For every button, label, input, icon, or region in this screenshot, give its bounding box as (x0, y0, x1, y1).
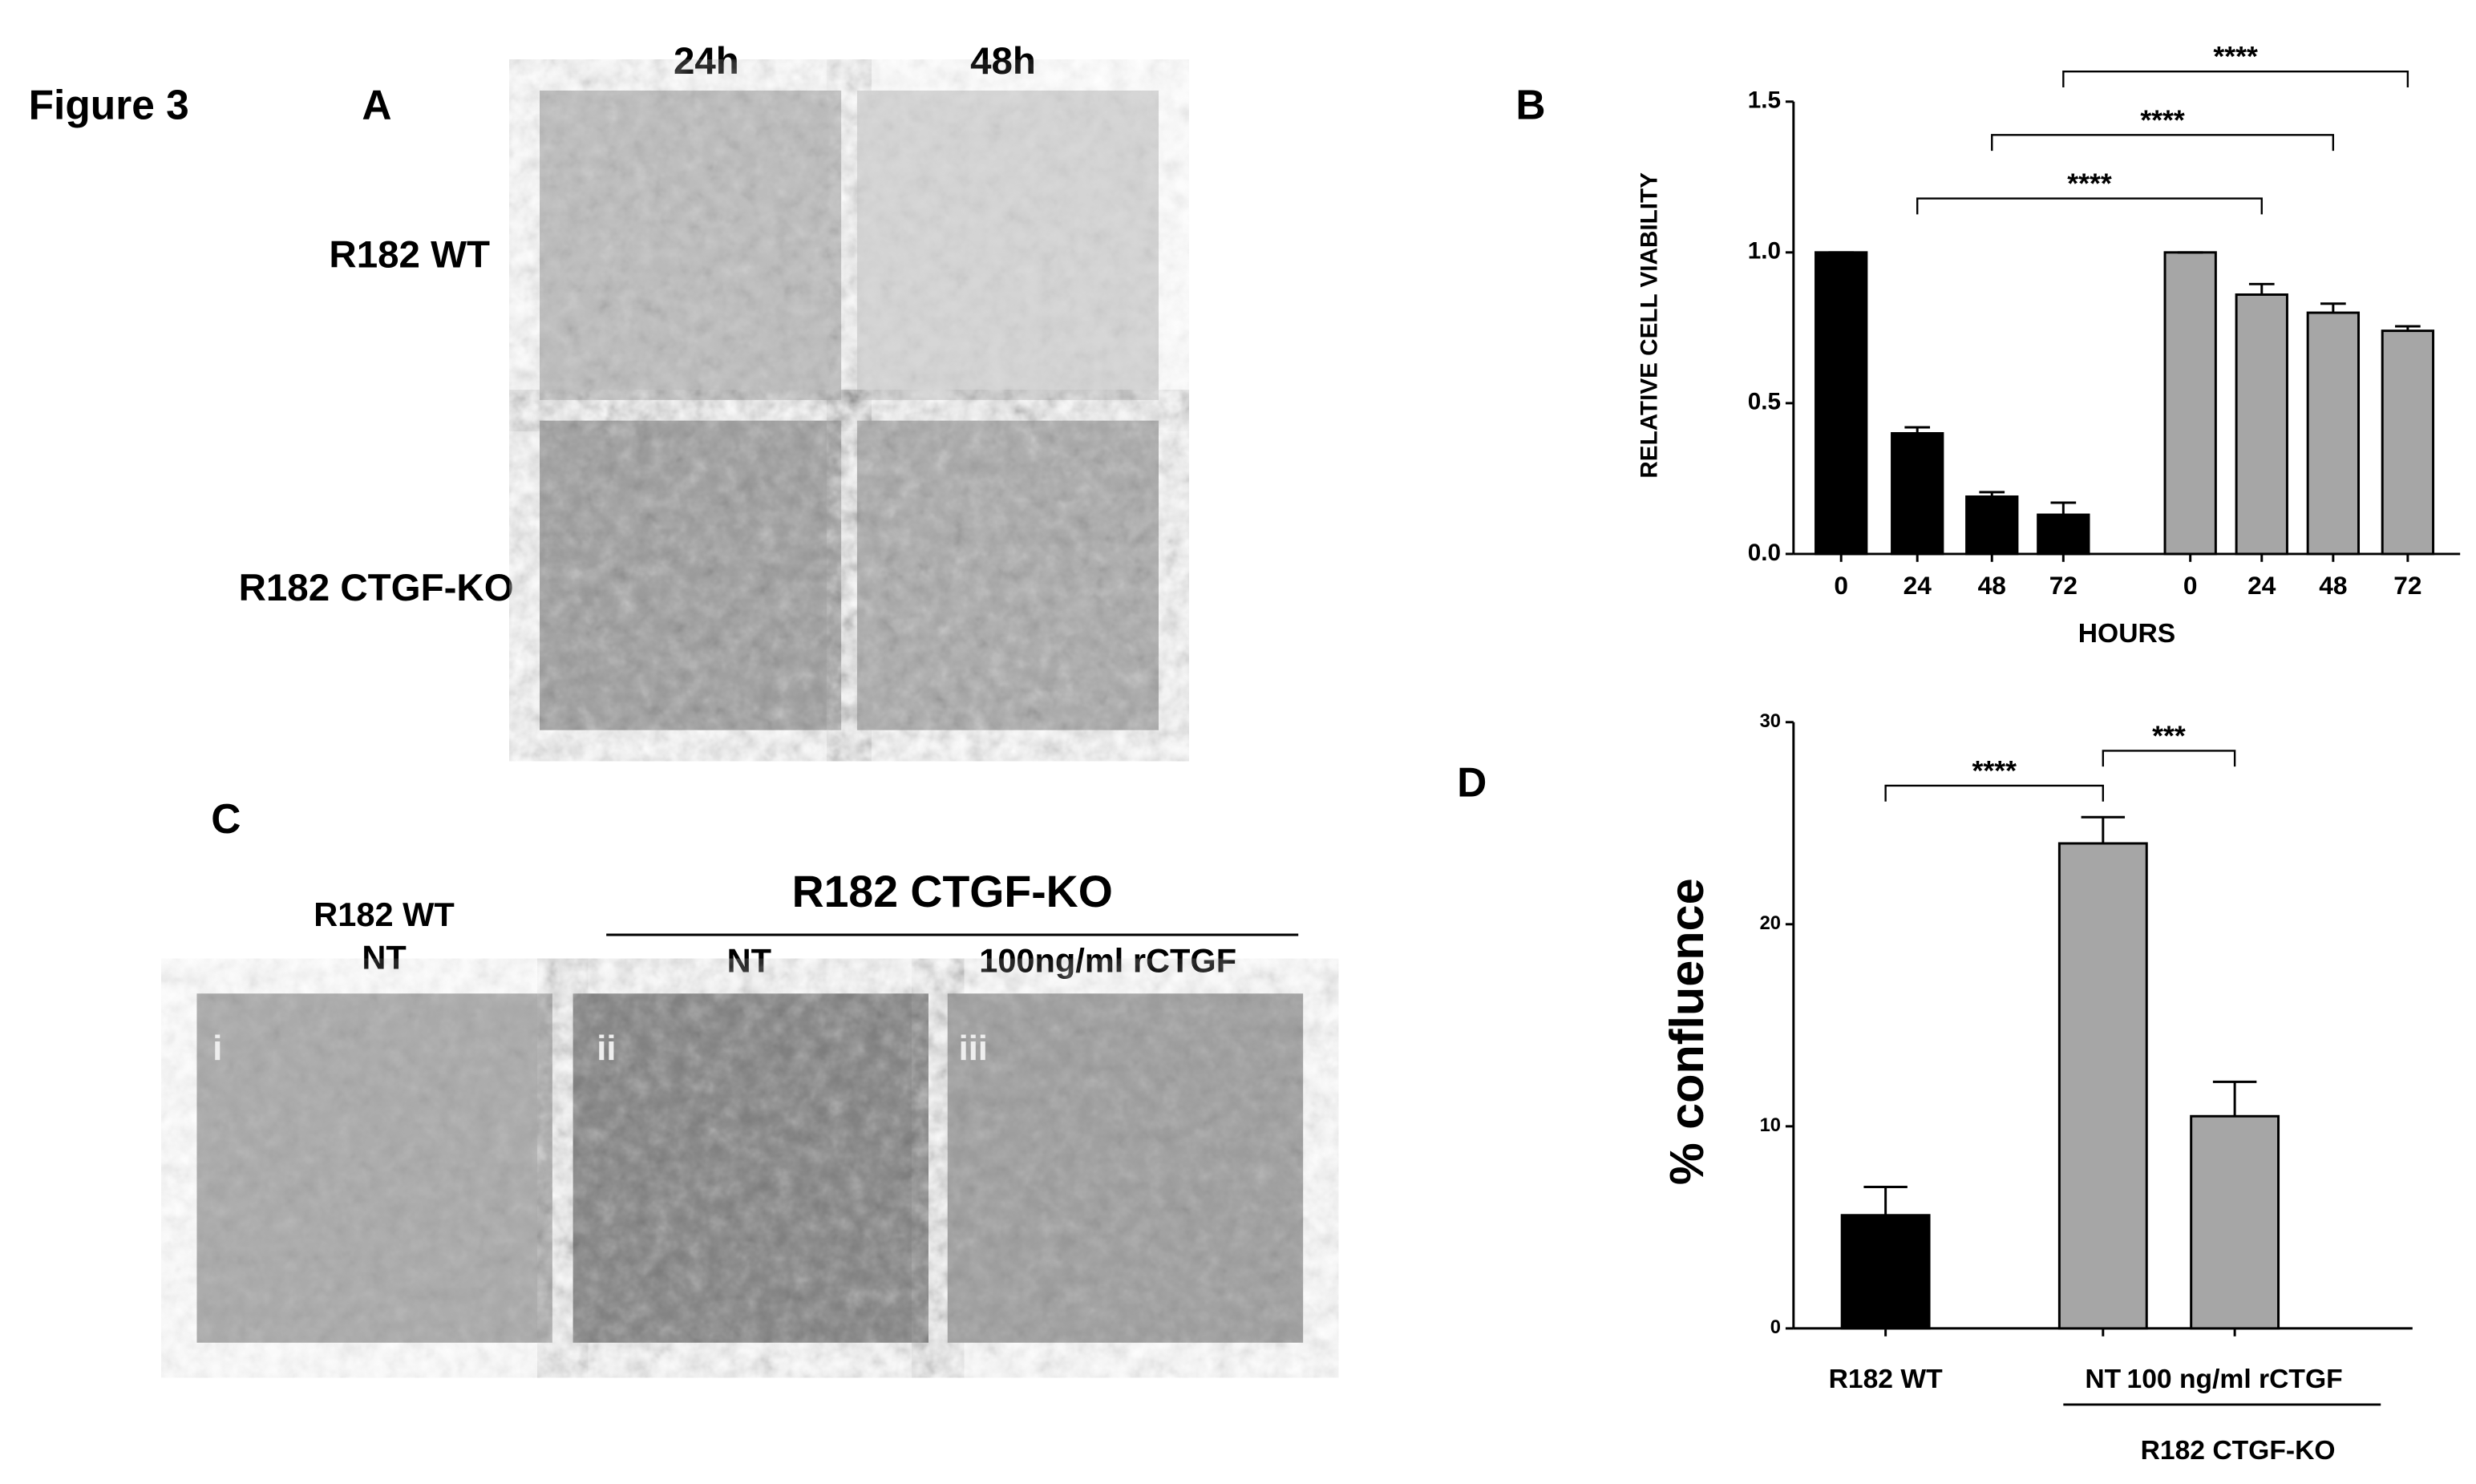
x-tick-label: 24 (2247, 571, 2276, 600)
significance-bracket (1884, 784, 2105, 802)
significance-bracket (2062, 70, 2409, 87)
bar (2057, 842, 2148, 1330)
micrograph-texture (572, 993, 928, 1343)
bar (1840, 1214, 1931, 1330)
group-label: R182 CTGF-KO (2141, 1436, 2336, 1466)
row-label: R182 WT (329, 233, 490, 276)
micrographs-c (196, 993, 1304, 1343)
error-bar (2212, 1080, 2257, 1117)
micrograph-texture (856, 420, 1159, 730)
error-bar (1863, 1185, 1908, 1215)
y-axis-label: % confluence (1660, 878, 1713, 1185)
significance-bracket (1991, 134, 2335, 152)
y-tick-label: 30 (1760, 710, 1781, 732)
x-tick-label: NT (2085, 1365, 2121, 1394)
y-tick-label: 0.0 (1748, 540, 1781, 566)
row-label: R182 CTGF-KO (239, 567, 514, 609)
x-tick-label: 0 (1834, 571, 1848, 600)
error-bar (1904, 426, 1931, 434)
micrograph-texture (947, 993, 1304, 1343)
bar (2190, 1114, 2280, 1330)
column-label: NT (362, 939, 406, 977)
error-bar (2050, 501, 2077, 516)
micrograph-texture (540, 90, 842, 400)
x-tick-label: 72 (2393, 571, 2421, 600)
bar (1815, 251, 1868, 556)
bar (2235, 293, 2288, 556)
bar (2163, 251, 2217, 556)
significance-label: **** (2213, 41, 2258, 73)
bar (2037, 513, 2090, 556)
x-tick-label: 48 (1978, 571, 2006, 600)
group-label: R182 CTGF-KO (792, 867, 1113, 916)
y-tick-label: 1.5 (1748, 87, 1781, 114)
error-bar (2248, 282, 2275, 295)
x-tick-label: 0 (2183, 571, 2198, 600)
significance-label: **** (2140, 104, 2185, 136)
significance-label: **** (2067, 168, 2112, 200)
y-axis-label: RELATIVE CELL VIABILITY (1637, 172, 1663, 479)
error-bar (2081, 815, 2126, 843)
x-axis-label: HOURS (2078, 619, 2176, 649)
significance-label: *** (2152, 720, 2186, 752)
bar (1965, 495, 2019, 556)
x-tick-label: R182 WT (1829, 1365, 1944, 1394)
column-label: 48h (970, 40, 1036, 83)
micrograph-texture (540, 420, 842, 730)
panel-letter: A (362, 81, 391, 127)
column-label: 24h (674, 40, 739, 83)
y-tick-label: 1.0 (1748, 238, 1781, 265)
error-bar (1979, 491, 2005, 497)
error-bar (2320, 302, 2346, 313)
x-tick-label: 24 (1904, 571, 1932, 600)
micrograph-texture (196, 993, 552, 1343)
bar (1891, 432, 1944, 556)
column-label: NT (727, 942, 771, 980)
image-label: i (212, 1029, 222, 1068)
significance-bracket (2102, 750, 2236, 767)
x-tick-label: 48 (2319, 571, 2347, 600)
significance-label: **** (1972, 755, 2017, 787)
significance-bracket (1916, 197, 2263, 215)
column-label: R182 WT (314, 896, 454, 933)
panel-letter: D (1457, 759, 1487, 806)
x-tick-label: 72 (2049, 571, 2077, 600)
bar (2381, 330, 2435, 556)
image-label: ii (597, 1029, 616, 1068)
micrograph-texture (856, 90, 1159, 400)
y-tick-label: 20 (1760, 912, 1781, 934)
panel-letter: C (211, 795, 241, 842)
column-label: 100ng/ml rCTGF (979, 942, 1236, 980)
error-bar (2395, 325, 2421, 331)
y-tick-label: 0.5 (1748, 389, 1781, 415)
micrographs-a (540, 90, 1159, 730)
bar (2306, 311, 2361, 556)
y-tick-label: 10 (1760, 1114, 1781, 1136)
x-tick-label: 100 ng/ml rCTGF (2127, 1365, 2343, 1394)
y-tick-label: 0 (1770, 1316, 1781, 1338)
image-label: iii (959, 1029, 988, 1068)
panel-letter: B (1515, 81, 1545, 127)
figure-title: Figure 3 (29, 81, 189, 127)
